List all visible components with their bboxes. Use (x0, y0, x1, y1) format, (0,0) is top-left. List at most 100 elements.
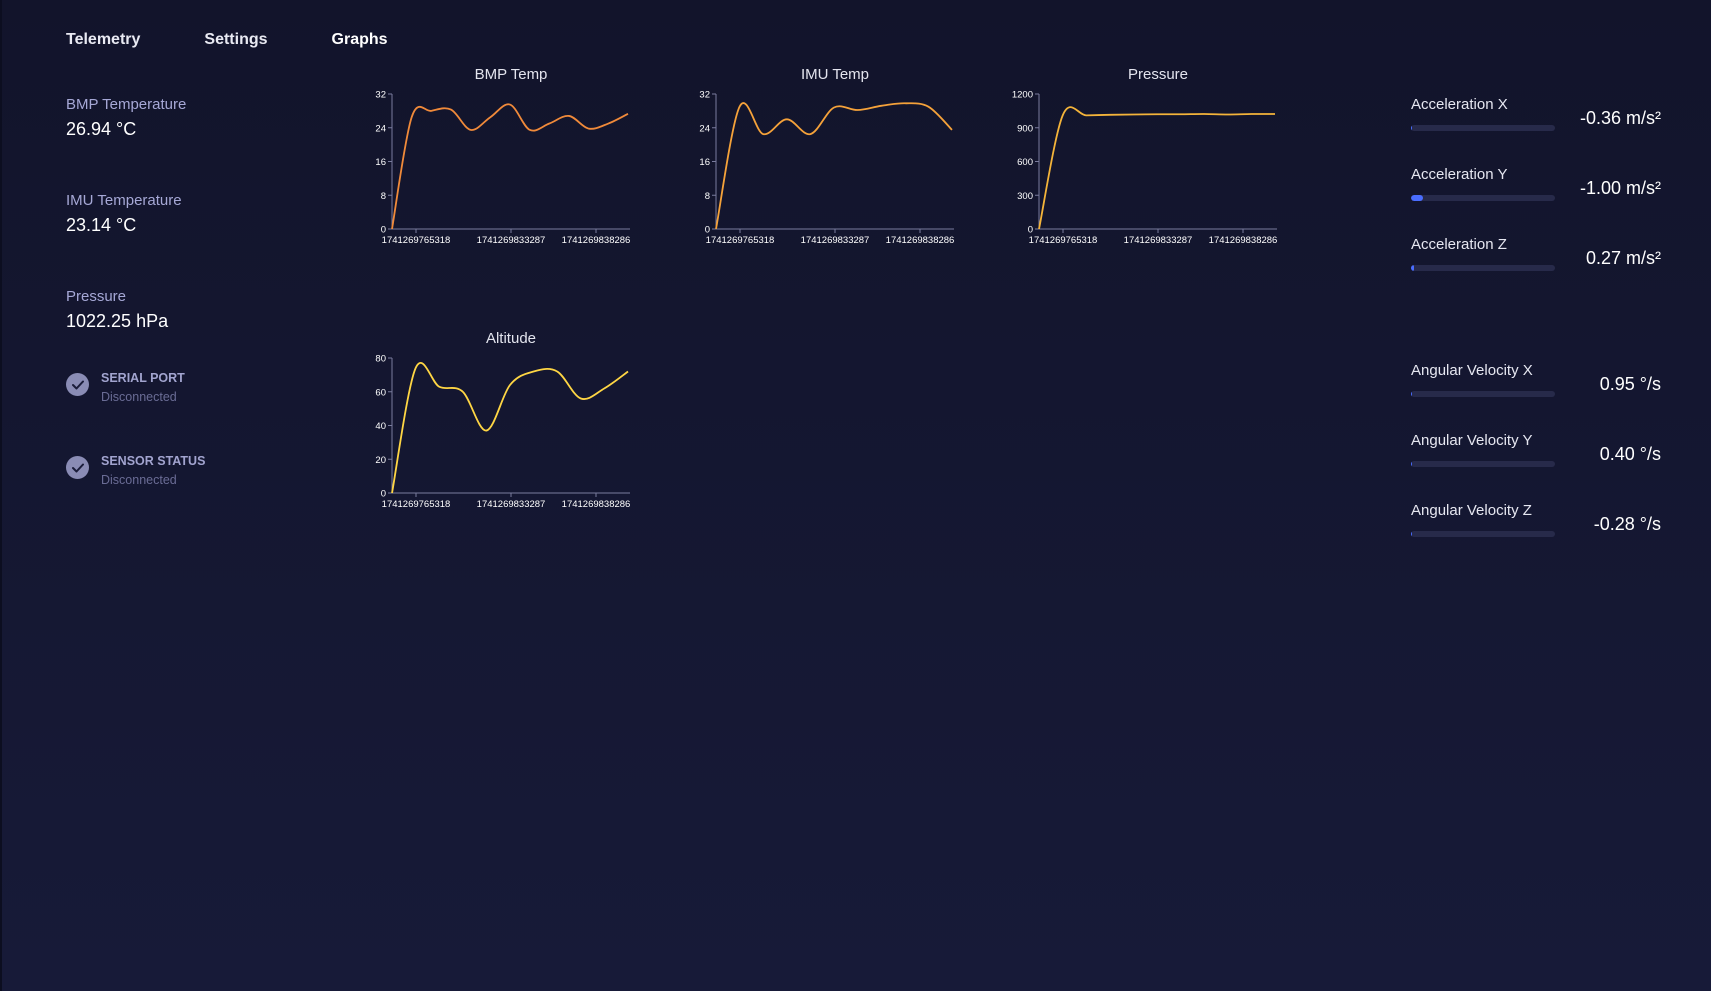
y-tick-label: 8 (381, 191, 386, 202)
chart-title: BMP Temp (475, 66, 548, 83)
acceleration-x-bar (1411, 125, 1555, 131)
x-tick-label: 1741269833287 (477, 499, 546, 510)
tab-settings[interactable]: Settings (204, 31, 268, 48)
acceleration-z-value: 0.27 m/s² (1585, 248, 1661, 268)
angular-velocity-y-label: Angular Velocity Y (1411, 432, 1533, 449)
window-edge (0, 0, 2, 991)
pressure-chart-svg: Pressure 0 300 600 900 1200 1741269765318 17412… (1012, 66, 1278, 246)
angular-velocity-x-bar (1411, 391, 1555, 397)
chart-title: Pressure (1128, 66, 1188, 83)
x-tick-label: 1741269833287 (477, 235, 546, 246)
x-tick-label: 1741269833287 (1124, 235, 1193, 246)
sensor-status-value: Disconnected (101, 473, 177, 487)
angular-velocity-y-bar-fill (1411, 461, 1413, 467)
pressure-metric: Pressure 1022.25 hPa (66, 288, 168, 332)
y-tick-label: 80 (375, 354, 386, 365)
chart-title: Altitude (486, 330, 536, 347)
series-line (715, 102, 953, 230)
sensor-status-label: SENSOR STATUS (101, 454, 206, 468)
sensor-status: SENSOR STATUS Disconnected (66, 454, 205, 487)
acceleration-z-bar (1411, 265, 1555, 271)
angular-velocity-x-label: Angular Velocity X (1411, 362, 1533, 379)
angular-velocity-z-bar-fill (1411, 531, 1413, 537)
y-tick-label: 40 (375, 421, 386, 432)
chart-title: IMU Temp (801, 66, 869, 83)
top-tabs: Telemetry Settings Graphs (66, 31, 452, 49)
acceleration-y-row: Acceleration Y -1.00 m/s² (1411, 166, 1661, 222)
x-tick-label: 1741269765318 (1029, 235, 1098, 246)
series-line (391, 362, 629, 494)
angular-velocity-x-value: 0.95 °/s (1599, 374, 1661, 394)
x-tick-label: 1741269838286 (1209, 235, 1278, 246)
y-tick-label: 60 (375, 387, 386, 398)
check-icon (66, 456, 89, 479)
bmp-temperature-value: 26.94 °C (66, 119, 137, 139)
acceleration-x-label: Acceleration X (1411, 96, 1508, 113)
y-tick-label: 8 (705, 191, 710, 202)
series-line (391, 103, 629, 230)
y-tick-label: 1200 (1012, 90, 1033, 101)
x-tick-label: 1741269833287 (801, 235, 870, 246)
angular-velocity-z-bar (1411, 531, 1555, 537)
y-tick-label: 0 (1028, 225, 1033, 236)
acceleration-z-label: Acceleration Z (1411, 236, 1507, 253)
altitude-chart-svg: Altitude 0 20 40 60 80 1741269765318 1741269833… (375, 330, 631, 510)
x-tick-label: 1741269765318 (382, 235, 451, 246)
y-tick-label: 24 (375, 123, 386, 134)
acceleration-z-bar-fill (1411, 265, 1414, 271)
pressure-value: 1022.25 hPa (66, 311, 169, 331)
y-tick-label: 16 (699, 157, 710, 168)
angular-velocity-y-row: Angular Velocity Y 0.40 °/s (1411, 432, 1661, 488)
imu-temp-chart-svg: IMU Temp 0 8 16 24 32 1741269765318 17412698332… (699, 66, 955, 246)
acceleration-y-value: -1.00 m/s² (1579, 178, 1661, 198)
y-tick-label: 32 (699, 90, 710, 101)
y-tick-label: 0 (705, 225, 710, 236)
series-line (1038, 106, 1276, 230)
y-tick-label: 16 (375, 157, 386, 168)
check-icon (66, 373, 89, 396)
y-tick-label: 600 (1017, 157, 1033, 168)
angular-velocity-z-value: -0.28 °/s (1593, 514, 1661, 534)
y-tick-label: 20 (375, 455, 386, 466)
serial-port-label: SERIAL PORT (101, 371, 185, 385)
pressure-label: Pressure (66, 288, 127, 305)
y-tick-label: 300 (1017, 191, 1033, 202)
imu-temperature-value: 23.14 °C (66, 215, 137, 235)
bmp-temperature-label: BMP Temperature (66, 96, 187, 113)
acceleration-x-bar-fill (1411, 125, 1413, 131)
angular-velocity-x-bar-fill (1411, 391, 1413, 397)
y-tick-label: 0 (381, 225, 386, 236)
y-tick-label: 32 (375, 90, 386, 101)
angular-velocity-z-label: Angular Velocity Z (1411, 502, 1532, 519)
x-tick-label: 1741269838286 (886, 235, 955, 246)
y-tick-label: 0 (381, 489, 386, 500)
serial-port-value: Disconnected (101, 390, 177, 404)
acceleration-x-value: -0.36 m/s² (1579, 108, 1661, 128)
acceleration-x-row: Acceleration X -0.36 m/s² (1411, 96, 1661, 152)
bmp-temp-chart-svg: BMP Temp 0 8 16 24 32 1741269765318 17412698332… (375, 66, 631, 246)
acceleration-y-bar (1411, 195, 1555, 201)
y-tick-label: 24 (699, 123, 710, 134)
x-tick-label: 1741269838286 (562, 499, 631, 510)
x-tick-label: 1741269838286 (562, 235, 631, 246)
pressure-chart: Pressure 0 300 600 900 1200 1741269765318 17412… (1012, 62, 1292, 254)
imu-temp-chart: IMU Temp 0 8 16 24 32 1741269765318 17412698332… (699, 62, 969, 254)
angular-velocity-y-value: 0.40 °/s (1599, 444, 1661, 464)
acceleration-z-row: Acceleration Z 0.27 m/s² (1411, 236, 1661, 292)
angular-velocity-z-row: Angular Velocity Z -0.28 °/s (1411, 502, 1661, 558)
bmp-temperature-metric: BMP Temperature 26.94 °C (66, 96, 186, 140)
imu-temperature-label: IMU Temperature (66, 192, 182, 209)
acceleration-y-bar-fill (1411, 195, 1423, 201)
angular-velocity-y-bar (1411, 461, 1555, 467)
angular-velocity-x-row: Angular Velocity X 0.95 °/s (1411, 362, 1661, 418)
altitude-chart: Altitude 0 20 40 60 80 1741269765318 1741269833… (375, 326, 645, 518)
y-tick-label: 900 (1017, 123, 1033, 134)
x-tick-label: 1741269765318 (382, 499, 451, 510)
tab-graphs[interactable]: Graphs (331, 31, 388, 48)
imu-temperature-metric: IMU Temperature 23.14 °C (66, 192, 182, 236)
bmp-temp-chart: BMP Temp 0 8 16 24 32 1741269765318 17412698332… (375, 62, 645, 254)
x-tick-label: 1741269765318 (706, 235, 775, 246)
acceleration-y-label: Acceleration Y (1411, 166, 1508, 183)
serial-port-status: SERIAL PORT Disconnected (66, 371, 185, 404)
tab-telemetry[interactable]: Telemetry (66, 31, 141, 48)
